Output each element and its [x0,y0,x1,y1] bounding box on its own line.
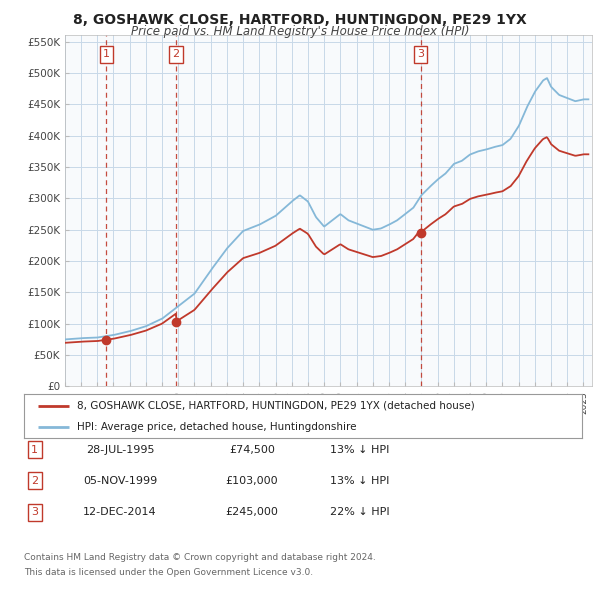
Text: This data is licensed under the Open Government Licence v3.0.: This data is licensed under the Open Gov… [24,568,313,577]
Text: 13% ↓ HPI: 13% ↓ HPI [331,476,389,486]
Text: 2: 2 [172,49,179,59]
Text: £103,000: £103,000 [226,476,278,486]
Text: 12-DEC-2014: 12-DEC-2014 [83,507,157,517]
Text: £245,000: £245,000 [226,507,278,517]
Text: Contains HM Land Registry data © Crown copyright and database right 2024.: Contains HM Land Registry data © Crown c… [24,553,376,562]
Text: 8, GOSHAWK CLOSE, HARTFORD, HUNTINGDON, PE29 1YX (detached house): 8, GOSHAWK CLOSE, HARTFORD, HUNTINGDON, … [77,401,475,411]
Text: 13% ↓ HPI: 13% ↓ HPI [331,445,389,454]
Text: 8, GOSHAWK CLOSE, HARTFORD, HUNTINGDON, PE29 1YX: 8, GOSHAWK CLOSE, HARTFORD, HUNTINGDON, … [73,13,527,27]
Text: 05-NOV-1999: 05-NOV-1999 [83,476,157,486]
Text: Price paid vs. HM Land Registry's House Price Index (HPI): Price paid vs. HM Land Registry's House … [131,25,469,38]
Text: 2: 2 [31,476,38,486]
Text: 22% ↓ HPI: 22% ↓ HPI [330,507,390,517]
Text: 3: 3 [417,49,424,59]
Text: HPI: Average price, detached house, Huntingdonshire: HPI: Average price, detached house, Hunt… [77,422,356,432]
Text: 1: 1 [31,445,38,454]
Text: 3: 3 [31,507,38,517]
Text: 28-JUL-1995: 28-JUL-1995 [86,445,154,454]
Text: 1: 1 [103,49,110,59]
Text: £74,500: £74,500 [229,445,275,454]
